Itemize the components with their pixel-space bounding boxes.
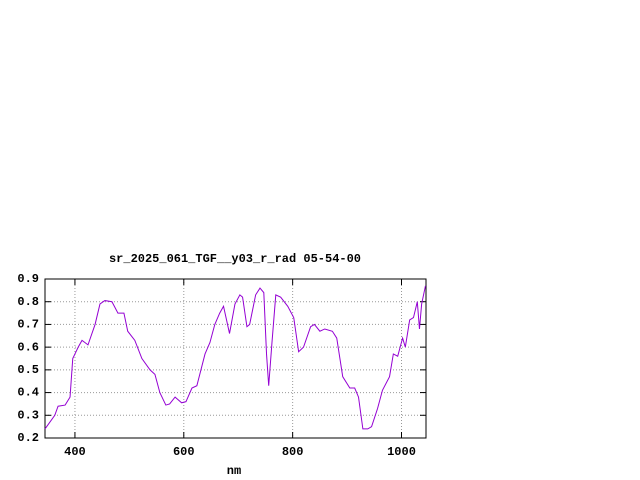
y-tick-label: 0.9 (17, 272, 39, 286)
y-tick-label: 0.8 (17, 295, 39, 309)
plot-border (44, 278, 427, 439)
y-tick-label: 0.4 (17, 386, 39, 400)
x-axis-label: nm (227, 464, 241, 478)
x-tick-label: 1000 (387, 445, 416, 459)
y-tick-label: 0.3 (17, 408, 39, 422)
chart-title: sr_2025_061_TGF__y03_r_rad 05-54-00 (109, 252, 361, 266)
y-tick-label: 0.6 (17, 340, 39, 354)
y-tick-label: 0.2 (17, 431, 39, 445)
x-tick-label: 800 (282, 445, 304, 459)
x-tick-label: 600 (173, 445, 195, 459)
y-tick-label: 0.7 (17, 318, 39, 332)
x-tick-label: 400 (64, 445, 86, 459)
data-line (44, 285, 426, 430)
y-tick-label: 0.5 (17, 363, 39, 377)
